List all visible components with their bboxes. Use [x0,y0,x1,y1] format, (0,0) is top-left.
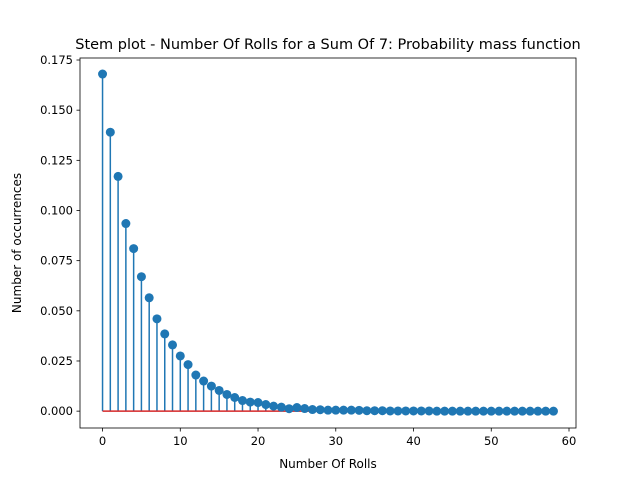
stem-marker [230,393,240,403]
y-tick-label: 0.100 [40,203,73,217]
stem-marker [284,404,294,414]
stem-marker [175,351,185,361]
stem-marker [517,406,527,416]
y-tick-label: 0.150 [40,103,73,117]
x-tick-label: 40 [406,434,421,448]
y-tick-label: 0.025 [40,354,73,368]
stem-marker [541,406,551,416]
stem-marker [455,406,465,416]
stem-marker [424,406,434,416]
stem-marker [494,406,504,416]
x-axis-ticks: 0 10 20 30 40 50 60 [99,428,576,448]
stem-marker [315,405,325,415]
stem-marker [525,406,535,416]
x-tick-label: 20 [251,434,266,448]
stem-marker [510,406,520,416]
stem-marker [463,406,473,416]
y-tick-label: 0.050 [40,304,73,318]
stem-marker [409,406,419,416]
stem-marker [206,381,216,391]
stem-marker [533,406,543,416]
stem-marker [292,403,302,413]
x-tick-label: 0 [99,434,106,448]
y-tick-label: 0.000 [40,404,73,418]
x-axis-label: Number Of Rolls [279,457,377,471]
stem-markers [98,69,558,416]
stem-marker [377,406,387,416]
stem-marker [269,401,279,411]
x-tick-label: 30 [328,434,343,448]
stem-marker [183,360,193,370]
x-tick-label: 60 [562,434,577,448]
stem-marker [440,406,450,416]
stem-marker [121,219,131,229]
y-tick-label: 0.075 [40,254,73,268]
stem-marker [152,314,162,324]
stem-marker [401,406,411,416]
stem-marker [144,293,154,303]
stem-marker [471,406,481,416]
stem-marker [432,406,442,416]
stem-marker [245,397,255,407]
stem-marker [339,405,349,415]
stem-marker [168,340,178,350]
stem-marker [105,127,115,137]
stem-marker [362,406,372,416]
stem-marker [199,376,209,386]
stem-marker [346,405,356,415]
y-axis-ticks: 0.000 0.025 0.050 0.075 0.100 0.125 0.150 0.175 [40,53,80,418]
y-tick-label: 0.175 [40,53,73,67]
chart-title: Stem plot - Number Of Rolls for a Sum Of… [75,37,581,53]
plot-frame [79,57,577,429]
x-tick-label: 50 [484,434,499,448]
x-tick-label: 10 [173,434,188,448]
stem-marker [307,405,317,415]
stem-marker [502,406,512,416]
stem-marker [370,406,380,416]
stem-marker [160,329,170,339]
stem-marker [214,385,224,395]
y-tick-label: 0.125 [40,153,73,167]
stem-marker [486,406,496,416]
stem-marker [323,405,333,415]
stem-marker [113,171,123,181]
stem-marker [191,370,201,380]
stem-marker [354,405,364,415]
stem-marker [237,396,247,406]
stem-marker [222,389,232,399]
stem-marker [385,406,395,416]
stem-marker [98,69,108,79]
stem-marker [478,406,488,416]
stem-marker [253,398,263,408]
stem-marker [261,400,271,410]
y-axis-label: Number of occurrences [10,173,24,313]
stem-marker [276,402,286,412]
stem-marker [331,405,341,415]
stem-marker [129,244,139,254]
stem-marker [300,404,310,414]
stem-marker [548,406,558,416]
stem-marker [447,406,457,416]
stem-marker [136,272,146,282]
stem-marker [416,406,426,416]
stem-marker [393,406,403,416]
